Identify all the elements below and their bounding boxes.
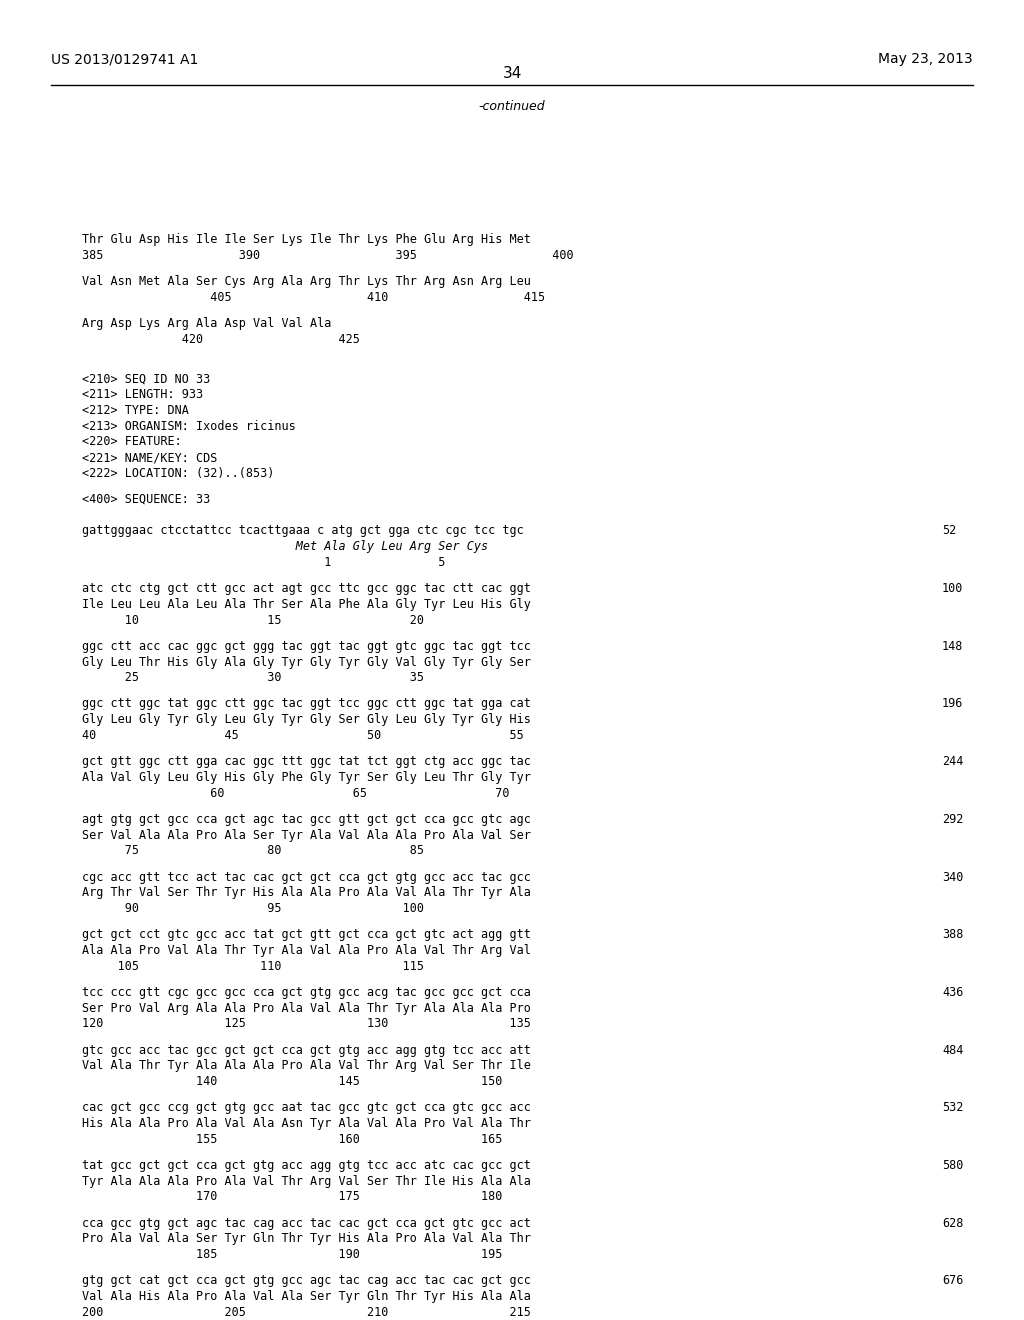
Text: gtg gct cat gct cca gct gtg gcc agc tac cag acc tac cac gct gcc: gtg gct cat gct cca gct gtg gcc agc tac … — [82, 1274, 530, 1287]
Text: 388: 388 — [942, 928, 964, 941]
Text: 580: 580 — [942, 1159, 964, 1172]
Text: 90                  95                 100: 90 95 100 — [82, 902, 424, 915]
Text: May 23, 2013: May 23, 2013 — [879, 53, 973, 66]
Text: 75                  80                  85: 75 80 85 — [82, 845, 424, 857]
Text: atc ctc ctg gct ctt gcc act agt gcc ttc gcc ggc tac ctt cac ggt: atc ctc ctg gct ctt gcc act agt gcc ttc … — [82, 582, 530, 595]
Text: <400> SEQUENCE: 33: <400> SEQUENCE: 33 — [82, 492, 210, 506]
Text: 200                 205                 210                 215: 200 205 210 215 — [82, 1305, 530, 1319]
Text: Ile Leu Leu Ala Leu Ala Thr Ser Ala Phe Ala Gly Tyr Leu His Gly: Ile Leu Leu Ala Leu Ala Thr Ser Ala Phe … — [82, 598, 530, 611]
Text: His Ala Ala Pro Ala Val Ala Asn Tyr Ala Val Ala Pro Val Ala Thr: His Ala Ala Pro Ala Val Ala Asn Tyr Ala … — [82, 1117, 530, 1130]
Text: Tyr Ala Ala Ala Pro Ala Val Thr Arg Val Ser Thr Ile His Ala Ala: Tyr Ala Ala Ala Pro Ala Val Thr Arg Val … — [82, 1175, 530, 1188]
Text: Val Asn Met Ala Ser Cys Arg Ala Arg Thr Lys Thr Arg Asn Arg Leu: Val Asn Met Ala Ser Cys Arg Ala Arg Thr … — [82, 276, 530, 288]
Text: 100: 100 — [942, 582, 964, 595]
Text: Val Ala Thr Tyr Ala Ala Ala Pro Ala Val Thr Arg Val Ser Thr Ile: Val Ala Thr Tyr Ala Ala Ala Pro Ala Val … — [82, 1060, 530, 1072]
Text: <212> TYPE: DNA: <212> TYPE: DNA — [82, 404, 188, 417]
Text: 676: 676 — [942, 1274, 964, 1287]
Text: <210> SEQ ID NO 33: <210> SEQ ID NO 33 — [82, 372, 210, 385]
Text: 34: 34 — [503, 66, 521, 81]
Text: Ser Val Ala Ala Pro Ala Ser Tyr Ala Val Ala Ala Pro Ala Val Ser: Ser Val Ala Ala Pro Ala Ser Tyr Ala Val … — [82, 829, 530, 842]
Text: <221> NAME/KEY: CDS: <221> NAME/KEY: CDS — [82, 451, 217, 465]
Text: 340: 340 — [942, 871, 964, 883]
Text: 148: 148 — [942, 640, 964, 653]
Text: ggc ctt ggc tat ggc ctt ggc tac ggt tcc ggc ctt ggc tat gga cat: ggc ctt ggc tat ggc ctt ggc tac ggt tcc … — [82, 697, 530, 710]
Text: Gly Leu Gly Tyr Gly Leu Gly Tyr Gly Ser Gly Leu Gly Tyr Gly His: Gly Leu Gly Tyr Gly Leu Gly Tyr Gly Ser … — [82, 713, 530, 726]
Text: ggc ctt acc cac ggc gct ggg tac ggt tac ggt gtc ggc tac ggt tcc: ggc ctt acc cac ggc gct ggg tac ggt tac … — [82, 640, 530, 653]
Text: Arg Thr Val Ser Thr Tyr His Ala Ala Pro Ala Val Ala Thr Tyr Ala: Arg Thr Val Ser Thr Tyr His Ala Ala Pro … — [82, 886, 530, 899]
Text: 532: 532 — [942, 1101, 964, 1114]
Text: 140                 145                 150: 140 145 150 — [82, 1074, 503, 1088]
Text: 436: 436 — [942, 986, 964, 999]
Text: <213> ORGANISM: Ixodes ricinus: <213> ORGANISM: Ixodes ricinus — [82, 420, 296, 433]
Text: Val Ala His Ala Pro Ala Val Ala Ser Tyr Gln Thr Tyr His Ala Ala: Val Ala His Ala Pro Ala Val Ala Ser Tyr … — [82, 1290, 530, 1303]
Text: <222> LOCATION: (32)..(853): <222> LOCATION: (32)..(853) — [82, 467, 274, 479]
Text: 105                 110                 115: 105 110 115 — [82, 960, 424, 973]
Text: 385                   390                   395                   400: 385 390 395 400 — [82, 249, 573, 263]
Text: 420                   425: 420 425 — [82, 333, 359, 346]
Text: 484: 484 — [942, 1044, 964, 1056]
Text: gct gct cct gtc gcc acc tat gct gtt gct cca gct gtc act agg gtt: gct gct cct gtc gcc acc tat gct gtt gct … — [82, 928, 530, 941]
Text: cac gct gcc ccg gct gtg gcc aat tac gcc gtc gct cca gtc gcc acc: cac gct gcc ccg gct gtg gcc aat tac gcc … — [82, 1101, 530, 1114]
Text: Arg Asp Lys Arg Ala Asp Val Val Ala: Arg Asp Lys Arg Ala Asp Val Val Ala — [82, 317, 332, 330]
Text: 40                  45                  50                  55: 40 45 50 55 — [82, 729, 523, 742]
Text: 292: 292 — [942, 813, 964, 826]
Text: 244: 244 — [942, 755, 964, 768]
Text: 628: 628 — [942, 1217, 964, 1230]
Text: Gly Leu Thr His Gly Ala Gly Tyr Gly Tyr Gly Val Gly Tyr Gly Ser: Gly Leu Thr His Gly Ala Gly Tyr Gly Tyr … — [82, 656, 530, 668]
Text: Met Ala Gly Leu Arg Ser Cys: Met Ala Gly Leu Arg Ser Cys — [82, 540, 488, 553]
Text: <211> LENGTH: 933: <211> LENGTH: 933 — [82, 388, 203, 401]
Text: 10                  15                  20: 10 15 20 — [82, 614, 424, 627]
Text: 185                 190                 195: 185 190 195 — [82, 1249, 503, 1261]
Text: Thr Glu Asp His Ile Ile Ser Lys Ile Thr Lys Phe Glu Arg His Met: Thr Glu Asp His Ile Ile Ser Lys Ile Thr … — [82, 234, 530, 247]
Text: gtc gcc acc tac gcc gct gct cca gct gtg acc agg gtg tcc acc att: gtc gcc acc tac gcc gct gct cca gct gtg … — [82, 1044, 530, 1056]
Text: cca gcc gtg gct agc tac cag acc tac cac gct cca gct gtc gcc act: cca gcc gtg gct agc tac cag acc tac cac … — [82, 1217, 530, 1230]
Text: tat gcc gct gct cca gct gtg acc agg gtg tcc acc atc cac gcc gct: tat gcc gct gct cca gct gtg acc agg gtg … — [82, 1159, 530, 1172]
Text: 405                   410                   415: 405 410 415 — [82, 290, 545, 304]
Text: 52: 52 — [942, 524, 956, 537]
Text: 170                 175                 180: 170 175 180 — [82, 1191, 503, 1204]
Text: cgc acc gtt tcc act tac cac gct gct cca gct gtg gcc acc tac gcc: cgc acc gtt tcc act tac cac gct gct cca … — [82, 871, 530, 883]
Text: 196: 196 — [942, 697, 964, 710]
Text: US 2013/0129741 A1: US 2013/0129741 A1 — [51, 53, 199, 66]
Text: gct gtt ggc ctt gga cac ggc ttt ggc tat tct ggt ctg acc ggc tac: gct gtt ggc ctt gga cac ggc ttt ggc tat … — [82, 755, 530, 768]
Text: Ala Val Gly Leu Gly His Gly Phe Gly Tyr Ser Gly Leu Thr Gly Tyr: Ala Val Gly Leu Gly His Gly Phe Gly Tyr … — [82, 771, 530, 784]
Text: <220> FEATURE:: <220> FEATURE: — [82, 436, 181, 449]
Text: 1               5: 1 5 — [82, 556, 445, 569]
Text: tcc ccc gtt cgc gcc gcc cca gct gtg gcc acg tac gcc gcc gct cca: tcc ccc gtt cgc gcc gcc cca gct gtg gcc … — [82, 986, 530, 999]
Text: Ala Ala Pro Val Ala Thr Tyr Ala Val Ala Pro Ala Val Thr Arg Val: Ala Ala Pro Val Ala Thr Tyr Ala Val Ala … — [82, 944, 530, 957]
Text: gattgggaac ctcctattcc tcacttgaaa c atg gct gga ctc cgc tcc tgc: gattgggaac ctcctattcc tcacttgaaa c atg g… — [82, 524, 523, 537]
Text: -continued: -continued — [478, 99, 546, 112]
Text: Ser Pro Val Arg Ala Ala Pro Ala Val Ala Thr Tyr Ala Ala Ala Pro: Ser Pro Val Arg Ala Ala Pro Ala Val Ala … — [82, 1002, 530, 1015]
Text: 155                 160                 165: 155 160 165 — [82, 1133, 503, 1146]
Text: Pro Ala Val Ala Ser Tyr Gln Thr Tyr His Ala Pro Ala Val Ala Thr: Pro Ala Val Ala Ser Tyr Gln Thr Tyr His … — [82, 1233, 530, 1245]
Text: agt gtg gct gcc cca gct agc tac gcc gtt gct gct cca gcc gtc agc: agt gtg gct gcc cca gct agc tac gcc gtt … — [82, 813, 530, 826]
Text: 120                 125                 130                 135: 120 125 130 135 — [82, 1018, 530, 1031]
Text: 25                  30                  35: 25 30 35 — [82, 672, 424, 684]
Text: 60                  65                  70: 60 65 70 — [82, 787, 509, 800]
